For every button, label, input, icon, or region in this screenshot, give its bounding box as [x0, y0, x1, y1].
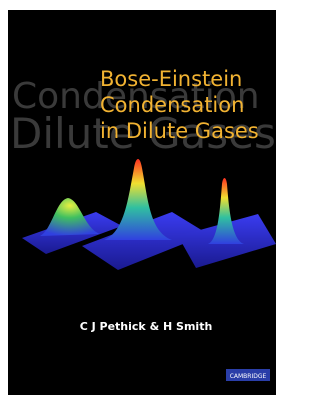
authors: C J Pethick & H Smith — [80, 320, 213, 333]
title-line: Bose-Einstein — [100, 67, 242, 91]
publisher: CAMBRIDGE — [230, 373, 267, 380]
page: {"cover": { "background_text": ["Condens… — [0, 0, 284, 404]
title-line: Condensation — [100, 93, 244, 117]
title-line: in Dilute Gases — [100, 119, 259, 143]
book-cover: Condensation Dilute Gases Bose-Einstein … — [0, 0, 284, 404]
